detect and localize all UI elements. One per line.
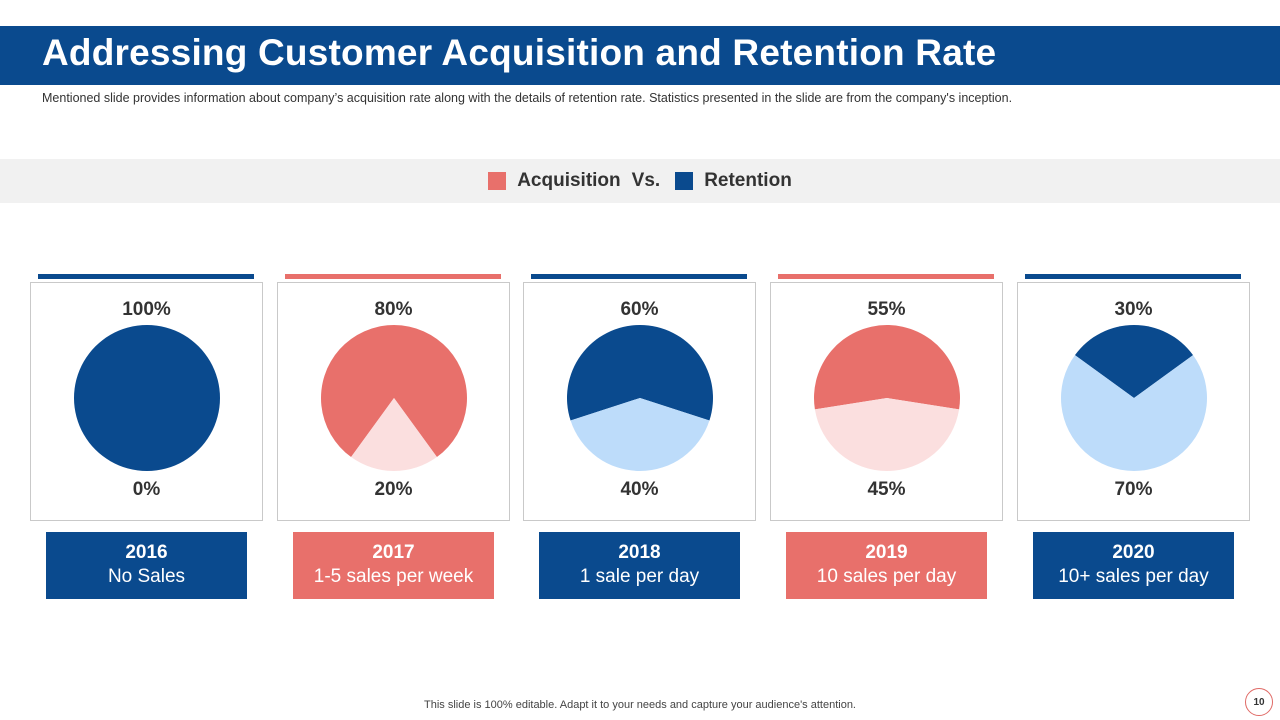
pie-slice-major: [814, 324, 960, 410]
year-card-2020: 30% 70% 2020 10+ sales per day: [1017, 274, 1250, 599]
page-number: 10: [1245, 688, 1273, 716]
pie-slice-major: [1074, 324, 1194, 398]
year-description: No Sales: [107, 566, 186, 587]
year-label: 2016: [125, 542, 168, 563]
pie-top-value-label: 55%: [867, 299, 906, 320]
chart-card: 30% 70%: [1017, 282, 1250, 521]
year-info-box: 2017 1-5 sales per week: [293, 532, 494, 599]
card-top-accent: [285, 274, 501, 279]
chart-card: 80% 20%: [277, 282, 510, 521]
year-label: 2018: [618, 542, 661, 563]
pie-chart: [321, 325, 467, 472]
pie-top-value-label: 30%: [1114, 299, 1153, 320]
pie-top-value-label: 100%: [122, 299, 171, 320]
pie-top-value-label: 80%: [374, 299, 413, 320]
pie-chart: [814, 324, 960, 471]
year-info-box: 2020 10+ sales per day: [1033, 532, 1234, 599]
card-top-accent: [531, 274, 747, 279]
legend-acquisition-label: Acquisition: [517, 170, 621, 191]
year-info-box: 2019 10 sales per day: [786, 532, 987, 599]
chart-card: 60% 40%: [523, 282, 756, 521]
chart-card: 55% 45%: [770, 282, 1003, 521]
pie-chart: [73, 325, 220, 471]
footer-note: This slide is 100% editable. Adapt it to…: [424, 699, 856, 711]
year-card-2017: 80% 20% 2017 1-5 sales per week: [277, 274, 510, 599]
year-label: 2020: [1112, 542, 1155, 563]
year-card-2016: 100% 0% 2016 No Sales: [30, 274, 263, 599]
pie-bottom-value-label: 40%: [620, 479, 659, 500]
year-info-box: 2016 No Sales: [46, 532, 247, 599]
year-label: 2019: [865, 542, 908, 563]
pie-slice-major: [73, 325, 220, 471]
pie-chart: [1061, 324, 1207, 471]
pie-top-value-label: 60%: [620, 299, 659, 320]
pie-bottom-value-label: 70%: [1114, 479, 1153, 500]
year-description: 10 sales per day: [816, 566, 957, 587]
chart-card: 100% 0%: [30, 282, 263, 521]
legend-retention-label: Retention: [704, 170, 792, 191]
retention-swatch: [675, 172, 694, 190]
pie-chart: [567, 325, 713, 472]
year-label: 2017: [372, 542, 415, 563]
chart-legend: Acquisition Vs. Retention: [0, 159, 1280, 203]
year-description: 1-5 sales per week: [313, 566, 474, 587]
year-card-2019: 55% 45% 2019 10 sales per day: [770, 274, 1003, 599]
card-top-accent: [38, 274, 254, 279]
year-info-box: 2018 1 sale per day: [539, 532, 740, 599]
year-card-2018: 60% 40% 2018 1 sale per day: [523, 274, 756, 599]
pie-slice-minor: [1061, 355, 1207, 471]
pie-slice-major: [567, 325, 713, 421]
legend-band: Acquisition Vs. Retention: [0, 159, 1280, 203]
year-description: 1 sale per day: [579, 566, 700, 587]
pie-bottom-value-label: 0%: [132, 479, 161, 500]
pie-bottom-value-label: 45%: [867, 479, 906, 500]
card-top-accent: [1025, 274, 1241, 279]
card-top-accent: [778, 274, 994, 279]
pie-bottom-value-label: 20%: [374, 479, 413, 500]
pie-slice-major: [321, 325, 467, 458]
pie-slice-minor: [351, 398, 437, 472]
pie-slice-minor: [814, 398, 960, 471]
title-bar: Addressing Customer Acquisition and Rete…: [0, 26, 1280, 85]
pie-slice-minor: [570, 398, 710, 472]
page-subtitle: Mentioned slide provides information abo…: [42, 91, 1013, 105]
legend-vs-label: Vs.: [631, 170, 661, 191]
year-description: 10+ sales per day: [1058, 566, 1209, 587]
acquisition-swatch: [488, 172, 507, 190]
page-title: Addressing Customer Acquisition and Rete…: [42, 32, 997, 73]
